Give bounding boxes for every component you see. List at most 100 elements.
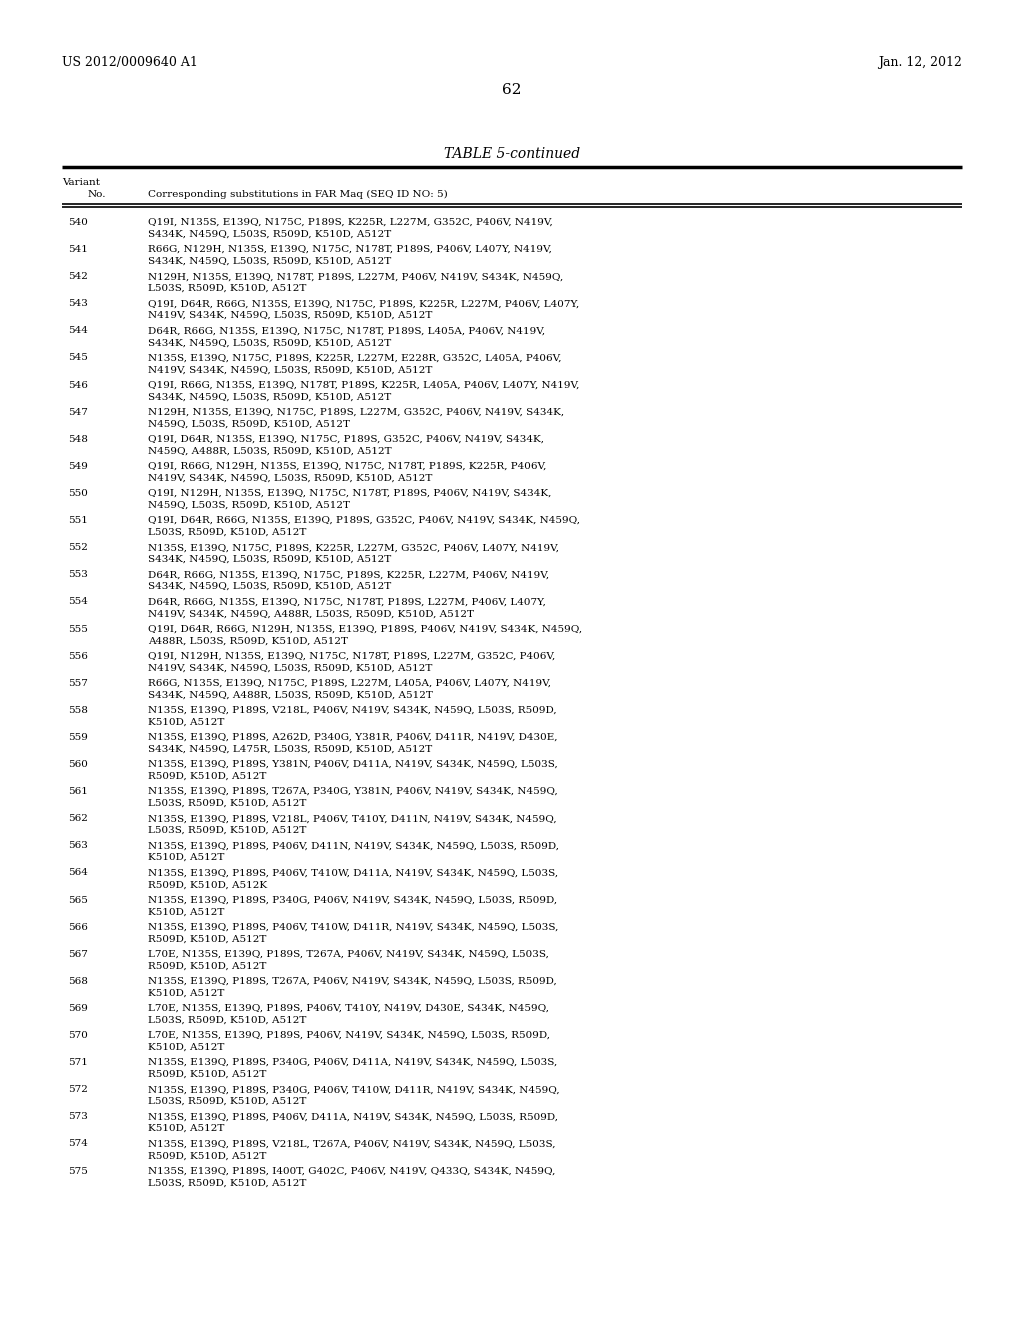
Text: S434K, N459Q, L503S, R509D, K510D, A512T: S434K, N459Q, L503S, R509D, K510D, A512T (148, 230, 391, 239)
Text: 575: 575 (69, 1167, 88, 1176)
Text: 566: 566 (69, 923, 88, 932)
Text: L503S, R509D, K510D, A512T: L503S, R509D, K510D, A512T (148, 1097, 306, 1106)
Text: R509D, K510D, A512T: R509D, K510D, A512T (148, 1071, 266, 1078)
Text: S434K, N459Q, L503S, R509D, K510D, A512T: S434K, N459Q, L503S, R509D, K510D, A512T (148, 582, 391, 591)
Text: 571: 571 (69, 1059, 88, 1067)
Text: N135S, E139Q, P189S, P406V, T410W, D411R, N419V, S434K, N459Q, L503S,: N135S, E139Q, P189S, P406V, T410W, D411R… (148, 923, 558, 932)
Text: N135S, E139Q, P189S, V218L, T267A, P406V, N419V, S434K, N459Q, L503S,: N135S, E139Q, P189S, V218L, T267A, P406V… (148, 1139, 555, 1148)
Text: N135S, E139Q, P189S, P340G, P406V, T410W, D411R, N419V, S434K, N459Q,: N135S, E139Q, P189S, P340G, P406V, T410W… (148, 1085, 560, 1094)
Text: R509D, K510D, A512K: R509D, K510D, A512K (148, 880, 267, 890)
Text: S434K, N459Q, L503S, R509D, K510D, A512T: S434K, N459Q, L503S, R509D, K510D, A512T (148, 392, 391, 401)
Text: K510D, A512T: K510D, A512T (148, 718, 224, 726)
Text: 553: 553 (69, 570, 88, 579)
Text: No.: No. (88, 190, 106, 199)
Text: A488R, L503S, R509D, K510D, A512T: A488R, L503S, R509D, K510D, A512T (148, 636, 348, 645)
Text: N135S, E139Q, P189S, Y381N, P406V, D411A, N419V, S434K, N459Q, L503S,: N135S, E139Q, P189S, Y381N, P406V, D411A… (148, 760, 558, 770)
Text: Q19I, D64R, N135S, E139Q, N175C, P189S, G352C, P406V, N419V, S434K,: Q19I, D64R, N135S, E139Q, N175C, P189S, … (148, 434, 544, 444)
Text: 549: 549 (69, 462, 88, 471)
Text: 555: 555 (69, 624, 88, 634)
Text: US 2012/0009640 A1: US 2012/0009640 A1 (62, 55, 198, 69)
Text: 545: 545 (69, 354, 88, 363)
Text: N135S, E139Q, P189S, V218L, P406V, T410Y, D411N, N419V, S434K, N459Q,: N135S, E139Q, P189S, V218L, P406V, T410Y… (148, 814, 557, 824)
Text: N135S, E139Q, P189S, P406V, D411N, N419V, S434K, N459Q, L503S, R509D,: N135S, E139Q, P189S, P406V, D411N, N419V… (148, 841, 559, 850)
Text: 557: 557 (69, 678, 88, 688)
Text: 574: 574 (69, 1139, 88, 1148)
Text: 569: 569 (69, 1005, 88, 1012)
Text: L70E, N135S, E139Q, P189S, P406V, T410Y, N419V, D430E, S434K, N459Q,: L70E, N135S, E139Q, P189S, P406V, T410Y,… (148, 1005, 549, 1012)
Text: D64R, R66G, N135S, E139Q, N175C, P189S, K225R, L227M, P406V, N419V,: D64R, R66G, N135S, E139Q, N175C, P189S, … (148, 570, 549, 579)
Text: 570: 570 (69, 1031, 88, 1040)
Text: N459Q, L503S, R509D, K510D, A512T: N459Q, L503S, R509D, K510D, A512T (148, 420, 350, 429)
Text: 565: 565 (69, 895, 88, 904)
Text: Q19I, N129H, N135S, E139Q, N175C, N178T, P189S, P406V, N419V, S434K,: Q19I, N129H, N135S, E139Q, N175C, N178T,… (148, 488, 551, 498)
Text: 542: 542 (69, 272, 88, 281)
Text: N419V, S434K, N459Q, L503S, R509D, K510D, A512T: N419V, S434K, N459Q, L503S, R509D, K510D… (148, 312, 432, 321)
Text: Q19I, D64R, R66G, N129H, N135S, E139Q, P189S, P406V, N419V, S434K, N459Q,: Q19I, D64R, R66G, N129H, N135S, E139Q, P… (148, 624, 582, 634)
Text: N459Q, L503S, R509D, K510D, A512T: N459Q, L503S, R509D, K510D, A512T (148, 500, 350, 510)
Text: 544: 544 (69, 326, 88, 335)
Text: N135S, E139Q, P189S, V218L, P406V, N419V, S434K, N459Q, L503S, R509D,: N135S, E139Q, P189S, V218L, P406V, N419V… (148, 706, 557, 715)
Text: N135S, E139Q, P189S, P406V, T410W, D411A, N419V, S434K, N459Q, L503S,: N135S, E139Q, P189S, P406V, T410W, D411A… (148, 869, 558, 878)
Text: 552: 552 (69, 544, 88, 552)
Text: N419V, S434K, N459Q, L503S, R509D, K510D, A512T: N419V, S434K, N459Q, L503S, R509D, K510D… (148, 366, 432, 375)
Text: L503S, R509D, K510D, A512T: L503S, R509D, K510D, A512T (148, 528, 306, 537)
Text: N419V, S434K, N459Q, L503S, R509D, K510D, A512T: N419V, S434K, N459Q, L503S, R509D, K510D… (148, 474, 432, 483)
Text: L503S, R509D, K510D, A512T: L503S, R509D, K510D, A512T (148, 1179, 306, 1187)
Text: 541: 541 (69, 246, 88, 253)
Text: 543: 543 (69, 300, 88, 309)
Text: K510D, A512T: K510D, A512T (148, 1043, 224, 1052)
Text: L70E, N135S, E139Q, P189S, T267A, P406V, N419V, S434K, N459Q, L503S,: L70E, N135S, E139Q, P189S, T267A, P406V,… (148, 949, 549, 958)
Text: N135S, E139Q, N175C, P189S, K225R, L227M, G352C, P406V, L407Y, N419V,: N135S, E139Q, N175C, P189S, K225R, L227M… (148, 544, 559, 552)
Text: Q19I, N135S, E139Q, N175C, P189S, K225R, L227M, G352C, P406V, N419V,: Q19I, N135S, E139Q, N175C, P189S, K225R,… (148, 218, 553, 227)
Text: 559: 559 (69, 733, 88, 742)
Text: L503S, R509D, K510D, A512T: L503S, R509D, K510D, A512T (148, 826, 306, 836)
Text: 62: 62 (502, 83, 522, 96)
Text: 546: 546 (69, 380, 88, 389)
Text: D64R, R66G, N135S, E139Q, N175C, N178T, P189S, L227M, P406V, L407Y,: D64R, R66G, N135S, E139Q, N175C, N178T, … (148, 598, 546, 606)
Text: Jan. 12, 2012: Jan. 12, 2012 (879, 55, 962, 69)
Text: K510D, A512T: K510D, A512T (148, 989, 224, 998)
Text: N135S, E139Q, P189S, T267A, P406V, N419V, S434K, N459Q, L503S, R509D,: N135S, E139Q, P189S, T267A, P406V, N419V… (148, 977, 557, 986)
Text: N135S, E139Q, P189S, P340G, P406V, D411A, N419V, S434K, N459Q, L503S,: N135S, E139Q, P189S, P340G, P406V, D411A… (148, 1059, 557, 1067)
Text: L503S, R509D, K510D, A512T: L503S, R509D, K510D, A512T (148, 284, 306, 293)
Text: S434K, N459Q, A488R, L503S, R509D, K510D, A512T: S434K, N459Q, A488R, L503S, R509D, K510D… (148, 690, 433, 700)
Text: K510D, A512T: K510D, A512T (148, 853, 224, 862)
Text: 554: 554 (69, 598, 88, 606)
Text: S434K, N459Q, L503S, R509D, K510D, A512T: S434K, N459Q, L503S, R509D, K510D, A512T (148, 257, 391, 265)
Text: N129H, N135S, E139Q, N178T, P189S, L227M, P406V, N419V, S434K, N459Q,: N129H, N135S, E139Q, N178T, P189S, L227M… (148, 272, 563, 281)
Text: N135S, E139Q, P189S, T267A, P340G, Y381N, P406V, N419V, S434K, N459Q,: N135S, E139Q, P189S, T267A, P340G, Y381N… (148, 787, 558, 796)
Text: TABLE 5-continued: TABLE 5-continued (444, 147, 580, 161)
Text: R66G, N129H, N135S, E139Q, N175C, N178T, P189S, P406V, L407Y, N419V,: R66G, N129H, N135S, E139Q, N175C, N178T,… (148, 246, 552, 253)
Text: 561: 561 (69, 787, 88, 796)
Text: Q19I, N129H, N135S, E139Q, N175C, N178T, P189S, L227M, G352C, P406V,: Q19I, N129H, N135S, E139Q, N175C, N178T,… (148, 652, 555, 660)
Text: 563: 563 (69, 841, 88, 850)
Text: 550: 550 (69, 488, 88, 498)
Text: N129H, N135S, E139Q, N175C, P189S, L227M, G352C, P406V, N419V, S434K,: N129H, N135S, E139Q, N175C, P189S, L227M… (148, 408, 564, 417)
Text: 567: 567 (69, 949, 88, 958)
Text: Q19I, R66G, N135S, E139Q, N178T, P189S, K225R, L405A, P406V, L407Y, N419V,: Q19I, R66G, N135S, E139Q, N178T, P189S, … (148, 380, 580, 389)
Text: 547: 547 (69, 408, 88, 417)
Text: N135S, E139Q, P189S, P340G, P406V, N419V, S434K, N459Q, L503S, R509D,: N135S, E139Q, P189S, P340G, P406V, N419V… (148, 895, 557, 904)
Text: L503S, R509D, K510D, A512T: L503S, R509D, K510D, A512T (148, 1015, 306, 1024)
Text: N135S, E139Q, P189S, P406V, D411A, N419V, S434K, N459Q, L503S, R509D,: N135S, E139Q, P189S, P406V, D411A, N419V… (148, 1113, 558, 1121)
Text: 556: 556 (69, 652, 88, 660)
Text: 548: 548 (69, 434, 88, 444)
Text: Q19I, R66G, N129H, N135S, E139Q, N175C, N178T, P189S, K225R, P406V,: Q19I, R66G, N129H, N135S, E139Q, N175C, … (148, 462, 547, 471)
Text: R509D, K510D, A512T: R509D, K510D, A512T (148, 772, 266, 781)
Text: 568: 568 (69, 977, 88, 986)
Text: 560: 560 (69, 760, 88, 770)
Text: R509D, K510D, A512T: R509D, K510D, A512T (148, 961, 266, 970)
Text: S434K, N459Q, L475R, L503S, R509D, K510D, A512T: S434K, N459Q, L475R, L503S, R509D, K510D… (148, 744, 432, 754)
Text: L503S, R509D, K510D, A512T: L503S, R509D, K510D, A512T (148, 799, 306, 808)
Text: R509D, K510D, A512T: R509D, K510D, A512T (148, 935, 266, 944)
Text: 564: 564 (69, 869, 88, 878)
Text: K510D, A512T: K510D, A512T (148, 907, 224, 916)
Text: N135S, E139Q, P189S, A262D, P340G, Y381R, P406V, D411R, N419V, D430E,: N135S, E139Q, P189S, A262D, P340G, Y381R… (148, 733, 557, 742)
Text: 551: 551 (69, 516, 88, 525)
Text: Variant: Variant (62, 178, 100, 187)
Text: Corresponding substitutions in FAR Maq (SEQ ID NO: 5): Corresponding substitutions in FAR Maq (… (148, 190, 447, 199)
Text: 558: 558 (69, 706, 88, 715)
Text: N459Q, A488R, L503S, R509D, K510D, A512T: N459Q, A488R, L503S, R509D, K510D, A512T (148, 446, 391, 455)
Text: D64R, R66G, N135S, E139Q, N175C, N178T, P189S, L405A, P406V, N419V,: D64R, R66G, N135S, E139Q, N175C, N178T, … (148, 326, 545, 335)
Text: 573: 573 (69, 1113, 88, 1121)
